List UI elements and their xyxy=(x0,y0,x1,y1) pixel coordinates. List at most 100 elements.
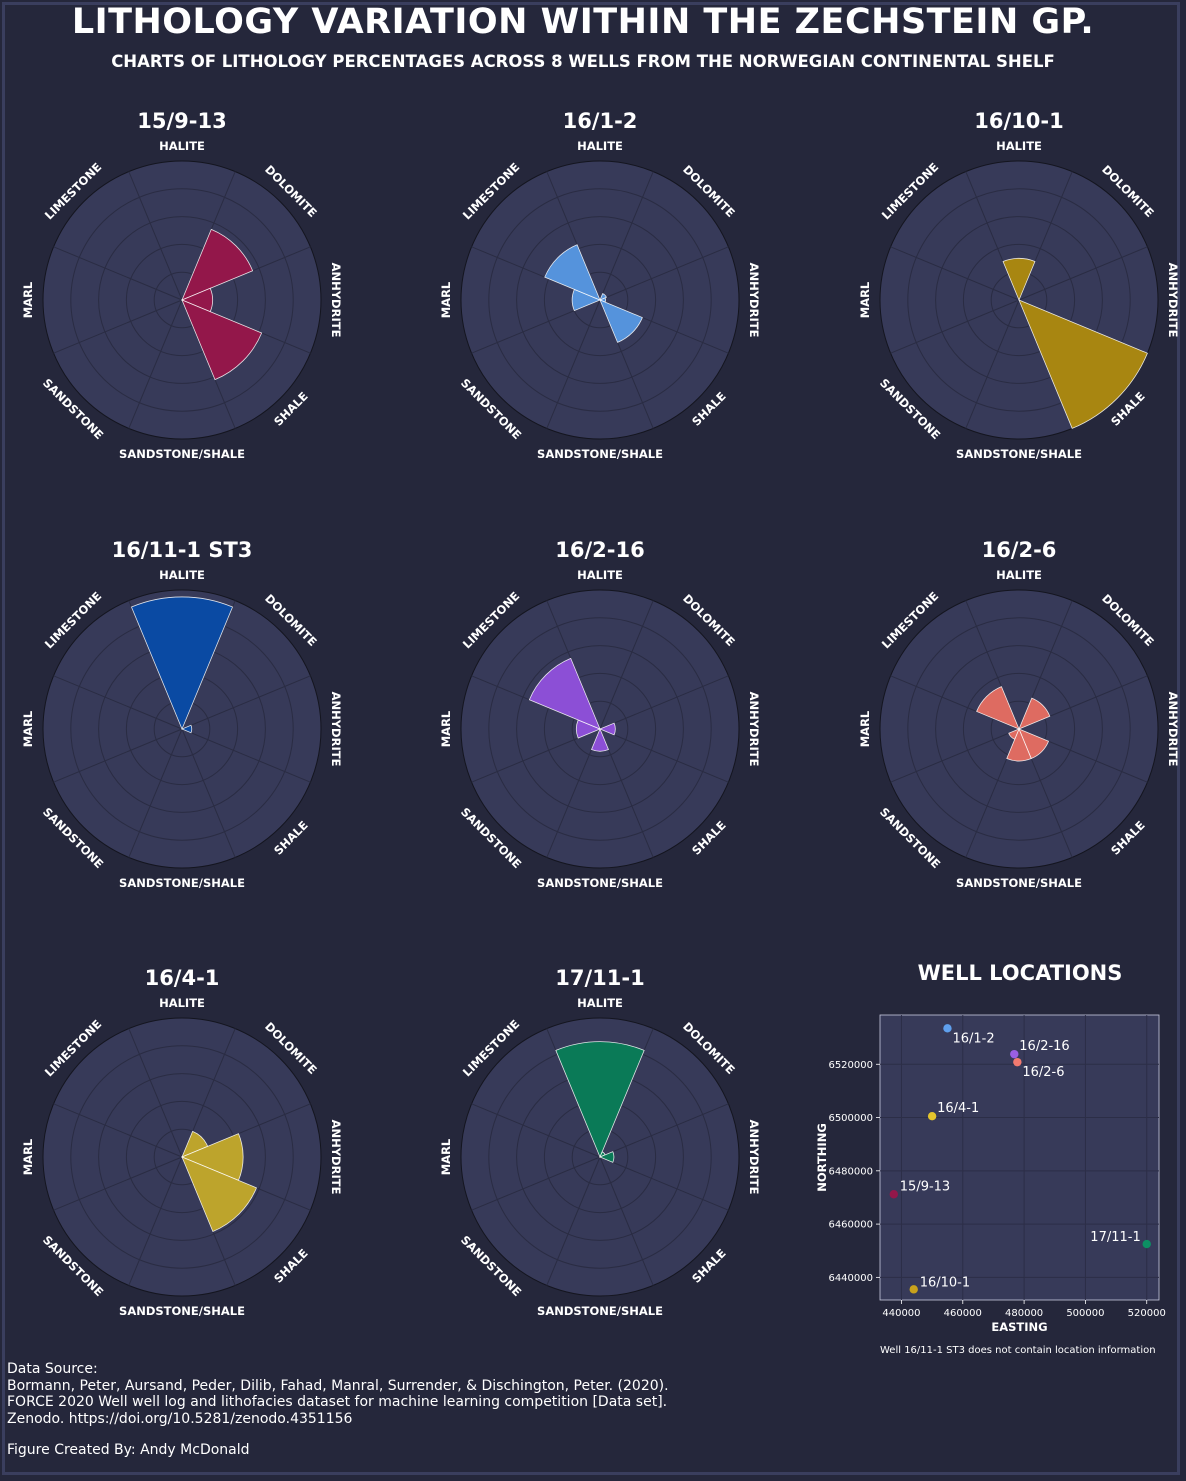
axis-label-halite: HALITE xyxy=(159,996,205,1010)
chart-title: 16/4-1 xyxy=(145,966,220,990)
axis-label-sandstone-shale: SANDSTONE/SHALE xyxy=(956,447,1082,461)
polar-grid-spoke xyxy=(599,171,654,301)
well-point-15-9-13 xyxy=(889,1190,898,1199)
axis-label-anhydrite: ANHYDRITE xyxy=(329,692,343,767)
polar-grid-spoke xyxy=(181,728,236,858)
y-axis-label: NORTHING xyxy=(815,1123,829,1192)
bar-anhydrite xyxy=(598,722,616,736)
axis-label-sandstone-shale: SANDSTONE/SHALE xyxy=(956,876,1082,890)
axis-label-marl: MARL xyxy=(21,710,35,747)
polar-grid-ring xyxy=(516,216,684,384)
bar-anhydrite xyxy=(180,724,193,734)
bar-dolomite xyxy=(599,293,607,301)
polar-grid-spoke xyxy=(128,1028,183,1158)
well-label-15-9-13: 15/9-13 xyxy=(900,1179,950,1194)
well-point-16-4-1 xyxy=(927,1112,937,1121)
bar-dolomite xyxy=(181,228,254,301)
bar-shale xyxy=(599,299,643,343)
polar-grid-ring xyxy=(98,216,266,384)
polar-grid-spoke xyxy=(53,1156,183,1211)
axis-label-sandstone-shale: SANDSTONE/SHALE xyxy=(119,1304,245,1318)
polar-grid-spoke xyxy=(53,1103,183,1158)
y-tick-label: 6460000 xyxy=(828,1220,873,1231)
polar-grid-ring xyxy=(98,1073,266,1241)
map-note: Well 16/11-1 ST3 does not contain locati… xyxy=(880,1345,1156,1356)
y-tick-label: 6440000 xyxy=(828,1273,873,1284)
polar-chart-16-11-1-st3: 16/11-1 ST3HALITEDOLOMITEANHYDRITESHALES… xyxy=(21,538,343,890)
polar-grid-spoke xyxy=(599,1103,729,1158)
bar-limestone xyxy=(976,686,1020,730)
polar-chart-16-4-1: 16/4-1HALITEDOLOMITEANHYDRITESHALESANDST… xyxy=(21,966,343,1318)
polar-grid-spoke xyxy=(599,600,654,730)
axis-label-marl: MARL xyxy=(439,281,453,318)
axis-label-halite: HALITE xyxy=(577,996,623,1010)
chart-title: 16/2-6 xyxy=(982,538,1057,562)
well-label-17-11-1: 17/11-1 xyxy=(1090,1230,1140,1245)
well-point-16-1-2 xyxy=(943,1024,952,1033)
x-tick-label: 460000 xyxy=(944,1308,982,1319)
polar-grid-spoke xyxy=(53,675,183,730)
axis-label-anhydrite: ANHYDRITE xyxy=(747,692,761,767)
map-title: WELL LOCATIONS xyxy=(918,961,1123,985)
polar-grid-ring xyxy=(907,188,1131,412)
polar-grid-spoke xyxy=(546,1156,601,1286)
credit-text: Figure Created By: Andy McDonald xyxy=(7,1442,250,1458)
axis-label-sandstone-shale: SANDSTONE/SHALE xyxy=(537,876,663,890)
polar-chart-15-9-13: 15/9-13HALITEDOLOMITEANHYDRITESHALESANDS… xyxy=(21,109,343,461)
axis-label-anhydrite: ANHYDRITE xyxy=(329,263,343,338)
x-tick-label: 440000 xyxy=(882,1308,920,1319)
polar-grid-spoke xyxy=(599,728,729,783)
polar-grid-spoke xyxy=(599,1156,729,1211)
polar-chart-17-11-1: 17/11-1HALITEDOLOMITEANHYDRITESHALESANDS… xyxy=(439,966,761,1318)
data-source-text: Data Source: Bormann, Peter, Aursand, Pe… xyxy=(7,1361,669,1427)
polar-grid-ring xyxy=(488,617,712,841)
axis-label-marl: MARL xyxy=(439,710,453,747)
polar-grid-spoke xyxy=(965,299,1020,429)
well-locations-chart: WELL LOCATIONS 440000 460000 480000 500000 52… xyxy=(815,961,1166,1334)
axis-label-sandstone-shale: SANDSTONE/SHALE xyxy=(119,876,245,890)
axis-label-anhydrite: ANHYDRITE xyxy=(747,1120,761,1195)
bar-sandstone-shale xyxy=(1006,727,1032,762)
axis-label-halite: HALITE xyxy=(159,568,205,582)
polar-grid-spoke xyxy=(599,1156,654,1286)
figure-subtitle: CHARTS OF LITHOLOGY PERCENTAGES ACROSS 8… xyxy=(111,52,1055,71)
polar-grid-ring xyxy=(935,645,1103,813)
well-label-16-2-6: 16/2-6 xyxy=(1022,1065,1064,1080)
x-tick-label: 480000 xyxy=(1005,1308,1043,1319)
polar-grid-spoke xyxy=(890,299,1020,354)
axis-label-marl: MARL xyxy=(858,281,872,318)
polar-grid-spoke xyxy=(546,299,601,429)
chart-title: 16/10-1 xyxy=(974,109,1063,133)
polar-grid-ring xyxy=(516,645,684,813)
bar-shale xyxy=(181,299,263,381)
axis-label-marl: MARL xyxy=(21,281,35,318)
well-point-16-2-6 xyxy=(1013,1057,1022,1067)
polar-grid-spoke xyxy=(53,728,183,783)
polar-grid-spoke xyxy=(53,299,183,354)
polar-grid-ring xyxy=(70,188,294,412)
x-tick-label: 500000 xyxy=(1066,1308,1104,1319)
axis-label-halite: HALITE xyxy=(577,139,623,153)
polar-grid-ring xyxy=(488,188,712,412)
y-tick-label: 6520000 xyxy=(828,1060,873,1071)
bar-sandstone xyxy=(1008,728,1020,740)
polar-grid-spoke xyxy=(546,728,601,858)
polar-grid-spoke xyxy=(599,246,729,301)
axis-label-anhydrite: ANHYDRITE xyxy=(1166,263,1180,338)
chart-title: 16/11-1 ST3 xyxy=(112,538,253,562)
axis-label-halite: HALITE xyxy=(159,139,205,153)
polar-grid-ring xyxy=(543,672,657,786)
axis-label-marl: MARL xyxy=(439,1138,453,1175)
bar-limestone xyxy=(528,657,601,730)
chart-title: 15/9-13 xyxy=(137,109,226,133)
bar-shale xyxy=(1018,299,1148,429)
axis-label-halite: HALITE xyxy=(996,139,1042,153)
axis-label-marl: MARL xyxy=(858,710,872,747)
axis-label-halite: HALITE xyxy=(996,568,1042,582)
x-axis-label: EASTING xyxy=(991,1320,1047,1334)
axis-label-anhydrite: ANHYDRITE xyxy=(329,1120,343,1195)
axis-label-marl: MARL xyxy=(21,1138,35,1175)
polar-grid-spoke xyxy=(128,171,183,301)
well-label-16-10-1: 16/10-1 xyxy=(920,1275,970,1290)
